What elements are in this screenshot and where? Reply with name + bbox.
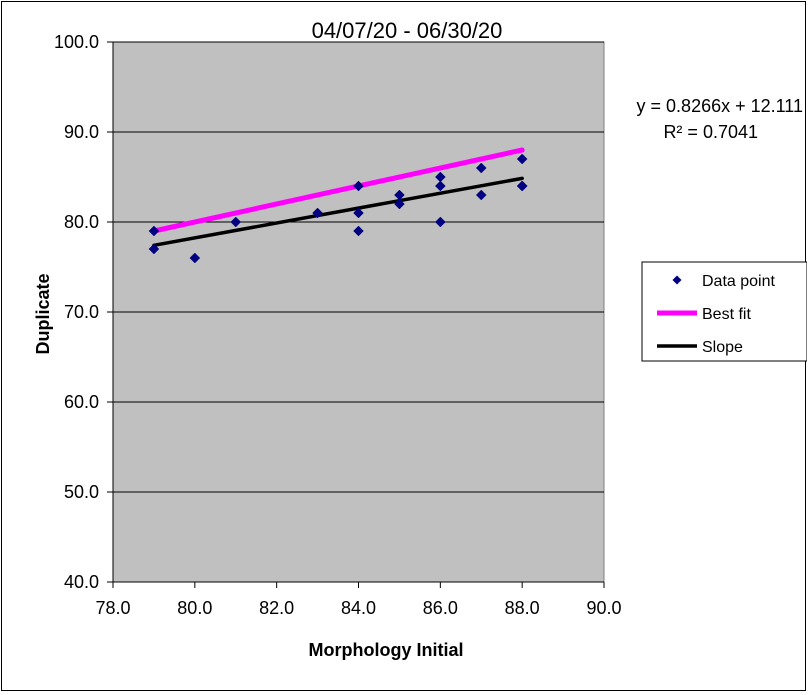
x-tick-label: 86.0 — [423, 598, 458, 618]
data-point — [516, 153, 528, 165]
y-tick-labels: 40.0 50.0 60.0 70.0 80.0 90.0 100.0 — [54, 32, 99, 592]
axes — [107, 41, 605, 588]
data-point — [312, 207, 323, 219]
x-axis-title: Morphology Initial — [309, 640, 464, 660]
legend-marker-data-point — [672, 275, 682, 285]
r-squared-label: R² = 0.7041 — [663, 122, 758, 142]
x-tick-label: 90.0 — [586, 598, 621, 618]
data-point — [353, 180, 364, 192]
y-tick-label: 70.0 — [64, 302, 99, 322]
series — [148, 147, 528, 264]
legend-label: Best fit — [702, 306, 751, 323]
data-point — [434, 180, 446, 192]
y-tick-label: 90.0 — [64, 122, 99, 142]
legend-label: Data point — [702, 273, 775, 290]
data-point — [475, 189, 487, 201]
y-tick-label: 40.0 — [64, 572, 99, 592]
data-point — [353, 225, 364, 237]
y-tick-label: 80.0 — [64, 212, 99, 232]
data-point — [148, 243, 160, 255]
x-tick-label: 78.0 — [95, 598, 130, 618]
y-tick-label: 60.0 — [64, 392, 99, 412]
x-tick-label: 82.0 — [259, 598, 294, 618]
chart-title: 04/07/20 - 06/30/20 — [312, 18, 503, 43]
data-point — [475, 162, 487, 174]
legend-items: Data point Best fit Slope — [657, 273, 775, 356]
x-tick-label: 84.0 — [341, 598, 376, 618]
slope-line — [152, 176, 524, 248]
legend-label: Slope — [702, 339, 743, 356]
best-fit-line — [151, 147, 525, 234]
y-tick-label: 100.0 — [54, 32, 99, 52]
data-point — [434, 216, 446, 228]
data-point — [189, 252, 201, 264]
data-point — [148, 225, 160, 237]
trendline-equation: y = 0.8266x + 12.111 — [637, 96, 803, 116]
x-tick-labels: 78.0 80.0 82.0 84.0 86.0 88.0 90.0 — [95, 598, 621, 618]
data-point — [516, 180, 528, 192]
x-tick-label: 80.0 — [177, 598, 212, 618]
y-axis-title: Duplicate — [33, 273, 53, 354]
legend: Data point Best fit Slope — [641, 261, 807, 362]
data-point — [394, 198, 405, 210]
x-tick-label: 88.0 — [505, 598, 540, 618]
y-tick-label: 50.0 — [64, 482, 99, 502]
data-point — [230, 216, 242, 228]
grid-lines — [113, 41, 604, 493]
data-point — [353, 207, 364, 219]
